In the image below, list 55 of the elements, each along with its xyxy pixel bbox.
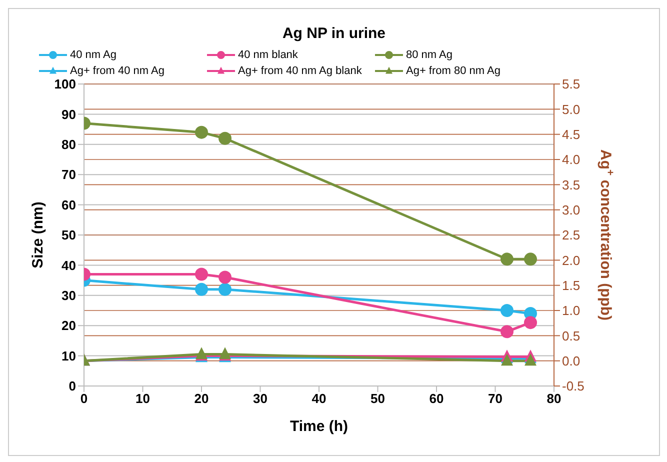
y-tick-label: 60 — [62, 197, 76, 212]
y-tick-label: 50 — [62, 228, 76, 243]
y2-tick-label: 0.0 — [562, 353, 580, 368]
chart-title: Ag NP in urine — [282, 25, 386, 42]
point — [524, 252, 537, 266]
point — [500, 325, 514, 338]
x-tick-label: 20 — [194, 391, 209, 406]
y2-tick-label: 4.0 — [562, 152, 580, 168]
y2-tick-label: 3.5 — [562, 177, 580, 192]
y2-tick-label: 2.0 — [562, 252, 580, 268]
y2-tick-label: 5.5 — [562, 76, 580, 92]
y2-tick-label: -0.5 — [562, 378, 584, 394]
legend-label: Ag+ from 40 nm Ag — [70, 65, 164, 77]
legend-label: 80 nm Ag — [406, 49, 452, 61]
y-tick-label: 90 — [62, 106, 76, 122]
point — [500, 252, 514, 266]
point — [195, 126, 208, 139]
legend-label: Ag+ from 80 nm Ag — [406, 65, 500, 77]
y2-tick-label: 1.0 — [562, 303, 580, 318]
point — [524, 316, 537, 330]
y-tick-label: 40 — [62, 258, 76, 273]
x-tick-label: 50 — [370, 391, 385, 406]
point — [501, 354, 513, 366]
y2-tick-label: 1.5 — [562, 278, 580, 293]
legend-label: Ag+ from 40 nm Ag blank — [238, 65, 362, 77]
x-tick-label: 30 — [253, 391, 268, 406]
x-tick-label: 0 — [80, 391, 88, 406]
y-tick-label: 80 — [62, 137, 76, 152]
x-axis-title: Time (h) — [290, 418, 348, 435]
point — [218, 132, 232, 145]
point — [195, 282, 208, 296]
y-tick-label: 100 — [54, 76, 76, 92]
point — [524, 354, 536, 366]
legend-label: 40 nm Ag — [70, 49, 116, 61]
x-tick-label: 70 — [488, 391, 502, 406]
x-tick-label: 10 — [136, 391, 150, 406]
x-tick-label: 40 — [312, 391, 326, 406]
point — [218, 270, 232, 284]
x-tick-label: 60 — [429, 391, 444, 406]
point — [195, 268, 208, 281]
y2-tick-label: 4.5 — [562, 126, 580, 142]
y2-tick-label: 0.5 — [562, 328, 580, 344]
point — [218, 282, 232, 296]
y2-tick-label: 3.0 — [562, 202, 580, 218]
y-axis-title: Size (nm) — [29, 202, 46, 268]
y2-tick-label: 5.0 — [562, 102, 580, 117]
y-tick-label: 70 — [62, 167, 76, 182]
y-tick-label: 10 — [62, 348, 76, 364]
y-tick-label: 20 — [62, 318, 76, 334]
point — [500, 304, 514, 317]
x-tick-label: 80 — [546, 391, 562, 406]
y-tick-label: 30 — [62, 288, 76, 304]
y-tick-label: 0 — [68, 378, 76, 394]
y2-tick-label: 2.5 — [562, 228, 580, 243]
legend-label: 40 nm blank — [238, 49, 298, 61]
